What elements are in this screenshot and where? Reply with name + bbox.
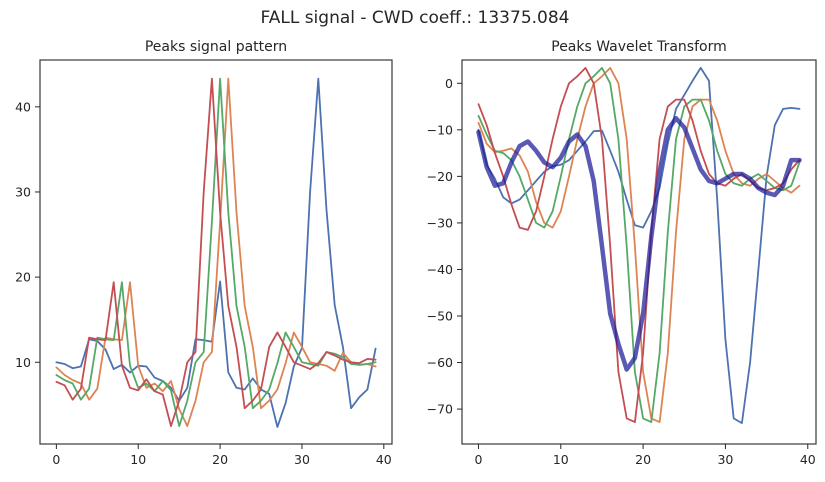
y-tick-label-wavelet--70: −70 [427,402,453,417]
y-tick-label-wavelet--50: −50 [427,309,453,324]
axes-frame-signal [39,59,393,445]
panel-wavelet-transform: Peaks Wavelet Transform 0 10 20 30 40 0 −10 −20… [427,39,817,467]
x-tick-label-wavelet-20: 20 [635,452,651,467]
panel-title-signal: Peaks signal pattern [145,39,287,55]
panel-signal-pattern: Peaks signal pattern 0 10 20 30 40 10 20 30 40 [15,39,393,467]
series-line-signal-orange [55,77,377,428]
panel-title-wavelet: Peaks Wavelet Transform [551,39,727,55]
x-tick-label-wavelet-40: 40 [800,452,816,467]
series-line-wavelet-orange [477,67,801,424]
y-tick-label-signal-10: 10 [15,355,31,370]
y-tick-label-wavelet--30: −30 [427,215,453,230]
y-tick-label-wavelet--40: −40 [427,262,453,277]
x-tick-label-wavelet-30: 30 [717,452,733,467]
x-tick-label-wavelet-10: 10 [553,452,569,467]
y-tick-label-signal-40: 40 [15,99,31,114]
x-tick-label-signal-20: 20 [212,452,228,467]
y-tick-label-signal-20: 20 [15,270,31,285]
plot-area-wavelet: 0 10 20 30 40 0 −10 −20 −30 −40 −50 −60 −70 [427,67,816,467]
series-line-wavelet-navy [476,115,802,372]
x-tick-label-signal-0: 0 [52,452,60,467]
x-tick-label-signal-40: 40 [376,452,392,467]
y-tick-label-wavelet--20: −20 [427,169,453,184]
y-tick-label-signal-30: 30 [15,184,31,199]
plot-area-signal: 0 10 20 30 40 10 20 30 40 [15,77,392,467]
series-line-wavelet-red [477,67,801,424]
series-line-wavelet-blue [477,67,801,425]
y-tick-label-wavelet--60: −60 [427,355,453,370]
axes-frame-wavelet [461,59,817,445]
series-line-signal-blue [55,77,377,428]
series-line-wavelet-green [477,67,801,424]
x-tick-label-signal-30: 30 [294,452,310,467]
x-tick-label-signal-10: 10 [130,452,146,467]
figure-suptitle: FALL signal - CWD coeff.: 13375.084 [261,8,570,28]
y-tick-label-wavelet-0: 0 [445,76,453,91]
series-line-signal-green [55,77,377,428]
y-tick-label-wavelet--10: −10 [427,122,453,137]
series-line-signal-red [55,77,377,428]
x-tick-label-wavelet-0: 0 [474,452,482,467]
